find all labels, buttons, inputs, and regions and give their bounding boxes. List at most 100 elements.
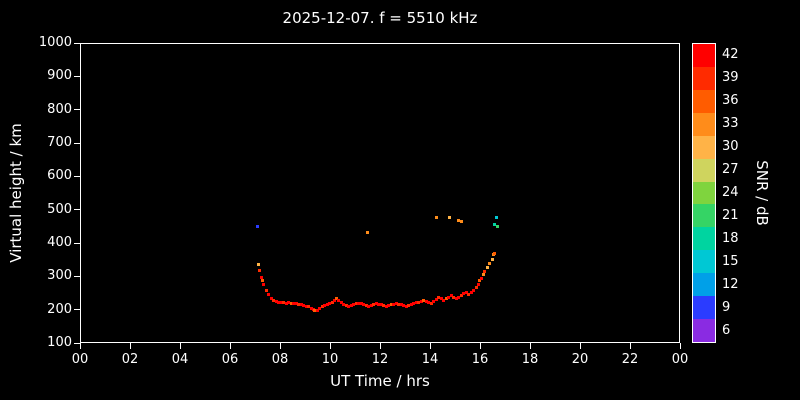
data-point: [414, 301, 418, 305]
chart-title: 2025-12-07. f = 5510 kHz: [282, 9, 478, 27]
colorbar-tick-label: 27: [722, 161, 739, 177]
x-tick-label: 16: [471, 352, 489, 367]
x-tick-label: 18: [521, 352, 539, 367]
data-point: [274, 299, 278, 303]
data-point: [429, 301, 433, 305]
data-point: [452, 295, 455, 299]
data-point: [444, 297, 448, 301]
data-point: [377, 302, 380, 306]
y-tick-label: 800: [47, 101, 72, 117]
data-point: [289, 301, 293, 305]
data-point: [427, 300, 430, 304]
y-tick-mark: [74, 42, 80, 44]
colorbar-tick-label: 42: [722, 46, 739, 62]
x-tick-mark: [179, 343, 181, 349]
data-point: [299, 303, 303, 307]
colorbar-tick-label: 15: [722, 254, 739, 270]
data-point: [307, 305, 310, 309]
data-point: [494, 215, 498, 219]
data-point: [432, 299, 435, 303]
data-point: [325, 302, 329, 306]
data-point: [469, 290, 473, 294]
x-tick-mark: [629, 343, 631, 349]
colorbar-band: [693, 273, 715, 297]
data-point: [457, 219, 460, 223]
x-axis-label: UT Time / hrs: [330, 372, 430, 390]
data-point: [272, 298, 275, 302]
y-tick-label: 300: [47, 268, 72, 284]
x-tick-mark: [429, 343, 431, 349]
colorbar-tick-label: 30: [722, 138, 739, 154]
x-tick-mark: [679, 343, 681, 349]
data-point: [397, 302, 400, 306]
data-point: [334, 297, 338, 301]
plot-area: [80, 43, 680, 343]
colorbar-tick-label: 9: [722, 300, 731, 316]
data-point: [457, 295, 460, 299]
data-point: [472, 288, 475, 292]
x-tick-mark: [329, 343, 331, 349]
data-point: [479, 277, 483, 281]
data-point: [279, 300, 283, 304]
data-point: [260, 279, 264, 283]
data-point: [394, 301, 398, 305]
data-point: [434, 297, 438, 301]
data-point: [320, 305, 324, 309]
data-point: [424, 299, 428, 303]
data-point: [347, 304, 350, 308]
data-point: [354, 302, 358, 306]
data-point: [477, 282, 480, 286]
y-tick-mark: [74, 75, 80, 77]
data-point: [367, 304, 370, 308]
data-point: [490, 257, 494, 261]
colorbar-tick-label: 21: [722, 208, 739, 224]
data-point: [259, 275, 263, 279]
data-point: [399, 303, 403, 307]
data-point: [277, 300, 280, 304]
colorbar-tick-label: 6: [722, 323, 731, 339]
x-tick-mark: [129, 343, 131, 349]
data-point: [342, 302, 345, 306]
data-point: [257, 263, 260, 267]
colorbar-band: [693, 250, 715, 274]
data-point: [297, 302, 300, 306]
data-point: [287, 301, 290, 305]
data-point: [417, 300, 420, 304]
data-point: [439, 297, 443, 301]
colorbar-band: [693, 135, 715, 159]
data-point: [362, 303, 365, 307]
data-point: [337, 299, 340, 303]
data-point: [449, 293, 453, 297]
data-point: [478, 279, 482, 283]
colorbar-band: [693, 227, 715, 251]
y-tick-mark: [74, 109, 80, 111]
data-point: [369, 303, 373, 307]
data-point: [412, 302, 415, 306]
data-point: [364, 304, 368, 308]
x-tick-label: 04: [171, 352, 189, 367]
data-point: [315, 308, 319, 312]
data-point: [372, 302, 375, 306]
colorbar-tick-label: 33: [722, 115, 739, 131]
y-tick-mark: [74, 142, 80, 144]
y-tick-label: 500: [47, 201, 72, 217]
data-point: [328, 301, 332, 305]
x-tick-label: 20: [571, 352, 589, 367]
colorbar-band: [693, 296, 715, 320]
data-point: [402, 304, 405, 308]
data-point: [313, 309, 317, 313]
colorbar: [692, 43, 716, 343]
y-tick-label: 900: [47, 68, 72, 84]
y-tick-mark: [74, 275, 80, 277]
data-point: [292, 302, 295, 306]
y-tick-mark: [74, 242, 80, 244]
data-point: [330, 300, 334, 304]
data-point: [459, 219, 463, 223]
data-point: [339, 301, 343, 305]
x-tick-mark: [79, 343, 81, 349]
y-tick-label: 1000: [38, 35, 72, 50]
y-axis-label: Virtual height / km: [7, 123, 25, 263]
data-point: [392, 302, 395, 306]
data-point: [495, 225, 499, 229]
